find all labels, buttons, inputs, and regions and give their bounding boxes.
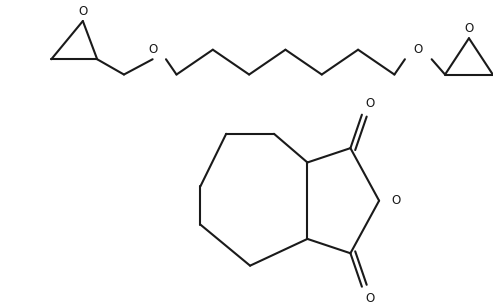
- Text: O: O: [78, 5, 88, 18]
- Text: O: O: [464, 22, 474, 35]
- Text: O: O: [392, 194, 401, 207]
- Text: O: O: [365, 292, 374, 303]
- Text: O: O: [365, 97, 374, 110]
- Text: O: O: [414, 43, 423, 56]
- Text: O: O: [148, 43, 157, 56]
